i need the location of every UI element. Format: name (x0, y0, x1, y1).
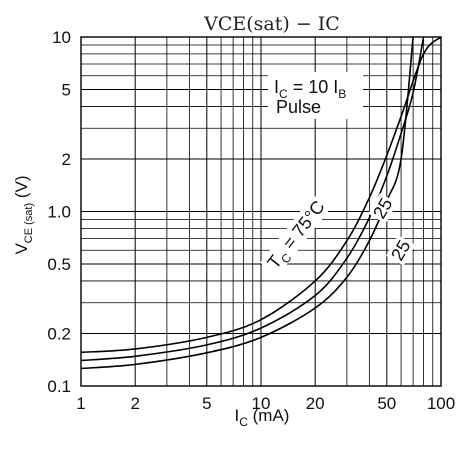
x-tick-label: 5 (202, 394, 211, 413)
x-tick-label: 50 (377, 394, 396, 413)
y-tick-label: 0.1 (47, 377, 71, 396)
x-tick-label: 1 (76, 394, 85, 413)
x-tick-label: 10 (252, 394, 271, 413)
curve-label-25: 25 (369, 195, 396, 222)
x-tick-labels: 1 2 5 10 20 50 100 (76, 394, 455, 413)
curve-label-neg25: 25 (387, 237, 414, 264)
y-tick-label: 10 (52, 28, 71, 47)
plot-frame (80, 36, 442, 387)
condition-box (268, 72, 363, 119)
x-tick-label: 20 (306, 394, 325, 413)
series-line-2 (80, 36, 414, 370)
y-axis-label: VCE (sat) (V) (12, 175, 35, 254)
y-tick-label: 0.2 (47, 324, 71, 343)
y-tick-label: 5 (62, 81, 71, 100)
condition-line-2: Pulse (276, 97, 321, 117)
y-tick-label: 2 (62, 150, 71, 169)
condition-line-1: IC = 10 IB (274, 77, 346, 101)
y-tick-label: 0.5 (47, 255, 71, 274)
curves (80, 36, 442, 370)
x-axis-label: IC (mA) (235, 406, 290, 429)
y-tick-labels: 0.1 0.2 0.5 1.0 2 5 10 (47, 28, 71, 396)
series-line-1 (80, 36, 425, 362)
curve-label-group-neg25: 25 (386, 234, 416, 266)
x-tick-label: 100 (427, 394, 455, 413)
y-tick-label: 1.0 (47, 203, 71, 222)
curve-label-group-75: TC = 75°C (260, 194, 331, 277)
x-tick-label: 2 (130, 394, 139, 413)
chart-title: VCE(sat) − IC (203, 13, 340, 35)
curve-label-75c: TC = 75°C (263, 197, 331, 275)
